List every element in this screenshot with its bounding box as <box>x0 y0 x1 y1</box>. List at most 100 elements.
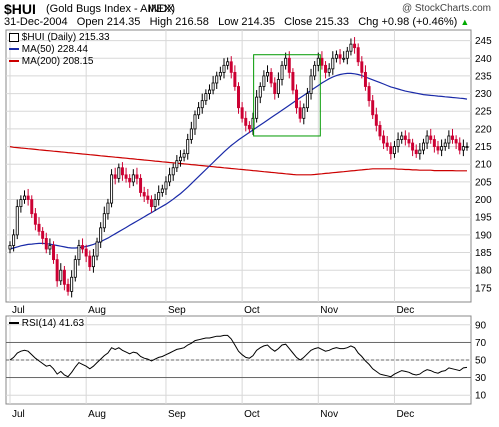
candle-body <box>287 57 291 73</box>
candle-body <box>382 135 386 144</box>
rsi-tick-label: 30 <box>475 373 487 384</box>
rsi-tick-label: 90 <box>475 320 487 331</box>
candle-body <box>95 241 99 257</box>
candle-body <box>374 114 378 126</box>
candle-body <box>171 167 175 176</box>
candle-body <box>320 57 324 66</box>
rsi-line <box>9 334 468 378</box>
quote-date: 31-Dec-2004 <box>4 16 68 28</box>
quote-line: 31-Dec-2004 Open 214.35 High 216.58 Low … <box>4 16 469 28</box>
month-tick-label: Nov <box>320 409 338 420</box>
high-label: High <box>149 16 173 28</box>
candle-body <box>421 142 425 151</box>
ma200-legend-label: MA(200) 208.15 <box>21 56 94 67</box>
candle-body <box>425 135 429 144</box>
candle-body <box>37 223 41 232</box>
rsi-legend-label: RSI(14) 41.63 <box>21 318 85 329</box>
candle-body <box>33 213 37 225</box>
candle-body <box>262 75 266 87</box>
candle-body <box>70 276 74 292</box>
candle-body <box>41 230 45 239</box>
candle-body <box>117 167 121 179</box>
month-tick-label: Sep <box>168 305 186 316</box>
candle-body <box>331 57 335 70</box>
candle-body <box>8 245 12 250</box>
price-tick-label: 215 <box>475 142 492 153</box>
candle-body <box>447 135 451 144</box>
candle-body <box>48 245 52 250</box>
change-value: +0.98 (+0.46%) <box>381 16 458 28</box>
price-legend-label: $HUI (Daily) 215.33 <box>21 32 110 43</box>
candle-body <box>197 107 201 116</box>
candle-body <box>175 160 179 169</box>
candle-body <box>385 142 389 147</box>
candle-body <box>353 43 357 49</box>
month-tick-label: Nov <box>320 305 338 316</box>
candle-body <box>349 43 353 52</box>
candle-body <box>128 177 132 183</box>
price-tick-label: 235 <box>475 71 492 82</box>
candle-body <box>131 174 135 183</box>
candle-body <box>451 135 454 140</box>
candle-body <box>88 255 92 268</box>
high-value: 216.58 <box>175 16 209 28</box>
candle-body <box>276 79 280 94</box>
candle-body <box>302 107 306 119</box>
candle-body <box>244 117 248 126</box>
price-tick-label: 190 <box>475 230 492 241</box>
price-tick-label: 210 <box>475 160 492 171</box>
candle-body <box>313 64 317 77</box>
candle-body <box>273 82 277 94</box>
candle-body <box>327 68 331 73</box>
open-label: Open <box>76 16 104 28</box>
change-label: Chg <box>358 16 379 28</box>
candle-body <box>142 192 146 197</box>
candle-body <box>52 245 56 261</box>
candle-body <box>182 153 186 158</box>
candle-body <box>295 89 299 109</box>
price-tick-label: 240 <box>475 54 492 65</box>
candle-body <box>106 202 110 215</box>
candle-body <box>280 64 284 80</box>
candle-body <box>207 89 211 94</box>
candle-body <box>157 192 161 200</box>
candle-body <box>204 93 208 102</box>
candle-body <box>432 139 436 147</box>
candle-body <box>429 135 433 140</box>
candle-body <box>338 54 342 59</box>
ma200-line <box>9 146 467 176</box>
chart-exchange: INDX <box>148 3 175 15</box>
price-legend: $HUI (Daily) 215.33 <box>9 32 110 43</box>
rsi-tick-label: 70 <box>475 338 487 349</box>
candle-body <box>66 283 70 292</box>
candle-body <box>258 86 262 98</box>
low-value: 214.35 <box>241 16 275 28</box>
candle-body <box>211 82 215 91</box>
candle-body <box>363 71 367 87</box>
ma50-legend-label: MA(50) 228.44 <box>21 44 88 55</box>
highlight-box <box>253 54 321 137</box>
close-label: Close <box>284 16 313 28</box>
candle-body <box>23 195 26 200</box>
candle-body <box>454 139 458 144</box>
candle-body <box>403 135 407 140</box>
price-tick-label: 195 <box>475 213 492 224</box>
chart-security-name: (Gold Bugs Index - AMEX) <box>46 3 175 15</box>
candle-body <box>378 124 382 137</box>
candle-body <box>84 248 88 257</box>
month-tick-label: Oct <box>244 409 260 420</box>
candle-body <box>342 57 346 60</box>
candle-body <box>360 61 364 73</box>
candle-body <box>19 199 23 208</box>
candle-body <box>389 146 393 155</box>
candle-body <box>77 245 81 261</box>
month-tick-label: Jul <box>12 409 25 420</box>
candle-body <box>418 149 422 155</box>
candle-body <box>298 107 302 119</box>
candle-body <box>436 146 440 151</box>
candle-body <box>461 146 465 151</box>
candle-body <box>12 234 16 246</box>
candle-body <box>110 174 114 204</box>
candle-body <box>396 139 400 147</box>
candle-body <box>62 269 66 285</box>
